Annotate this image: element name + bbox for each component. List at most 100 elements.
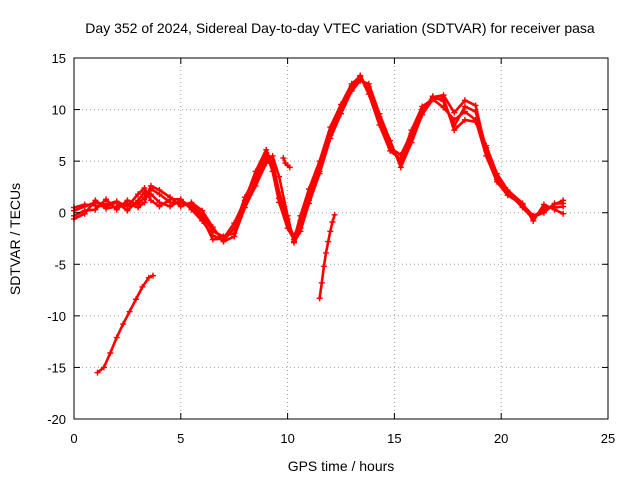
- data-point: [139, 283, 146, 290]
- x-tick-label: 20: [494, 431, 508, 446]
- data-point: [560, 210, 567, 217]
- data-point: [451, 109, 458, 116]
- data-point: [199, 214, 206, 221]
- data-point: [327, 135, 334, 142]
- data-point: [177, 197, 184, 204]
- data-point: [156, 187, 163, 194]
- data-point: [241, 204, 248, 211]
- data-point: [156, 199, 163, 206]
- data-point: [284, 212, 291, 219]
- data-point: [252, 168, 259, 175]
- data-point: [103, 196, 110, 203]
- data-point: [263, 146, 270, 153]
- data-point: [167, 194, 174, 201]
- data-point: [276, 195, 283, 202]
- y-tick-label: -20: [47, 412, 66, 427]
- data-point: [461, 116, 468, 123]
- data-point: [126, 308, 133, 315]
- data-point: [472, 118, 479, 125]
- series-track-6: [316, 211, 338, 302]
- series-line: [72, 74, 565, 241]
- data-point: [150, 272, 157, 279]
- data-point: [220, 238, 227, 245]
- data-point: [263, 160, 270, 167]
- series-track-3: [71, 72, 567, 243]
- data-point: [376, 110, 383, 117]
- data-point: [135, 197, 142, 204]
- data-point: [519, 200, 526, 207]
- data-point: [297, 228, 304, 235]
- series-line: [96, 274, 155, 374]
- x-tick-label: 25: [601, 431, 615, 446]
- data-point: [92, 197, 99, 204]
- y-tick-label: -5: [54, 257, 66, 272]
- data-point: [231, 233, 238, 240]
- data-point: [124, 200, 131, 207]
- data-point: [286, 164, 293, 171]
- data-point: [145, 274, 152, 281]
- data-point: [331, 211, 338, 218]
- data-point: [451, 127, 458, 134]
- series-track-4: [71, 77, 567, 246]
- y-tick-label: 0: [59, 206, 66, 221]
- data-point: [141, 189, 148, 196]
- y-axis-label: SDTVAR / TECUs: [7, 183, 23, 295]
- y-axis: -20 -15 -10 -5 0 5 10 15: [47, 51, 608, 427]
- data-point: [124, 207, 131, 214]
- data-point: [280, 155, 287, 162]
- data-point: [113, 203, 120, 210]
- x-tick-label: 0: [70, 431, 77, 446]
- data-point: [147, 182, 154, 189]
- data-point: [94, 369, 101, 376]
- plot-frame: [73, 57, 609, 420]
- data-point: [291, 239, 298, 246]
- data-point: [241, 197, 248, 204]
- data-point: [493, 170, 500, 177]
- y-tick-label: 15: [52, 51, 66, 66]
- data-point: [107, 349, 114, 356]
- y-tick-label: -10: [47, 309, 66, 324]
- data-point: [461, 97, 468, 104]
- data-point: [276, 173, 283, 180]
- data-point: [318, 279, 325, 286]
- data-point: [327, 228, 334, 235]
- data-point: [113, 334, 120, 341]
- data-point: [81, 201, 88, 208]
- x-axis: 0 5 10 15 20 25: [70, 58, 615, 446]
- data-point: [305, 200, 312, 207]
- y-tick-label: -15: [47, 360, 66, 375]
- data-point: [540, 201, 547, 208]
- chart-title: Day 352 of 2024, Sidereal Day-to-day VTE…: [85, 20, 595, 36]
- data-point: [92, 202, 99, 209]
- series-layer: [71, 72, 567, 376]
- x-tick-label: 15: [387, 431, 401, 446]
- data-point: [132, 296, 139, 303]
- data-point: [141, 199, 148, 206]
- data-point: [387, 137, 394, 144]
- series-track-7: [280, 155, 293, 171]
- data-point: [135, 204, 142, 211]
- data-point: [397, 164, 404, 171]
- data-point: [560, 200, 567, 207]
- grid-lines: [74, 58, 608, 419]
- data-point: [135, 191, 142, 198]
- data-point: [357, 77, 364, 84]
- data-point: [188, 199, 195, 206]
- data-point: [209, 224, 216, 231]
- data-point: [357, 72, 364, 79]
- data-point: [269, 152, 276, 159]
- data-point: [320, 263, 327, 270]
- data-point: [472, 102, 479, 109]
- y-tick-label: 5: [59, 154, 66, 169]
- data-point: [338, 110, 344, 117]
- data-point: [408, 139, 415, 146]
- data-point: [209, 236, 216, 243]
- data-point: [167, 203, 174, 210]
- data-point: [348, 82, 355, 89]
- x-axis-label: GPS time / hours: [288, 458, 395, 474]
- y-tick-label: 10: [52, 103, 66, 118]
- data-point: [440, 95, 447, 102]
- data-point: [365, 80, 372, 87]
- data-point: [504, 187, 511, 194]
